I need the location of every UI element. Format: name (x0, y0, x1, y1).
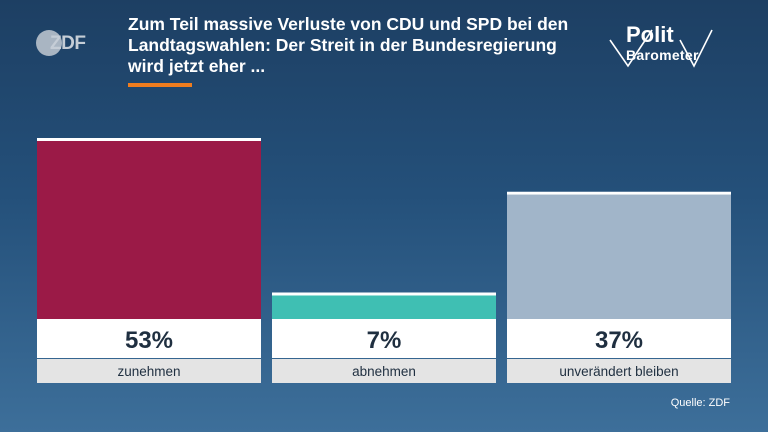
bar-1 (272, 295, 496, 319)
zdf-logo-circle (36, 30, 62, 56)
zdf-logo: ZDF (36, 30, 88, 56)
politbarometer-logo-line1: Polit (626, 22, 674, 47)
bar-top-line-2 (507, 191, 731, 195)
chart-title: Zum Teil massive Verluste von CDU und SP… (128, 14, 569, 76)
bar-top-line-0 (37, 138, 261, 141)
category-label-0: zunehmen (117, 364, 180, 379)
category-label-box-0 (37, 359, 261, 383)
category-label-2: unverändert bleiben (559, 364, 678, 379)
value-label-2: 37% (595, 327, 643, 354)
politbarometer-logo: Polit Barometer (608, 22, 718, 74)
bar-0 (37, 141, 261, 319)
category-label-box-1 (272, 359, 496, 383)
value-label-0: 53% (125, 327, 173, 354)
bar-top-line-1 (272, 292, 496, 296)
title-accent-line (128, 83, 192, 87)
source-note: Quelle: ZDF (670, 397, 730, 409)
category-label-1: abnehmen (352, 364, 416, 379)
zdf-logo-text: ZDF (50, 33, 86, 54)
value-label-box-0 (37, 319, 261, 358)
bar-2 (507, 194, 731, 319)
value-label-box-2 (507, 319, 731, 358)
politbarometer-logo-line2: Barometer (626, 47, 699, 63)
politbarometer-check-icon (609, 29, 713, 68)
value-label-1: 7% (367, 327, 402, 354)
value-label-box-1 (272, 319, 496, 358)
category-label-box-2 (507, 359, 731, 383)
